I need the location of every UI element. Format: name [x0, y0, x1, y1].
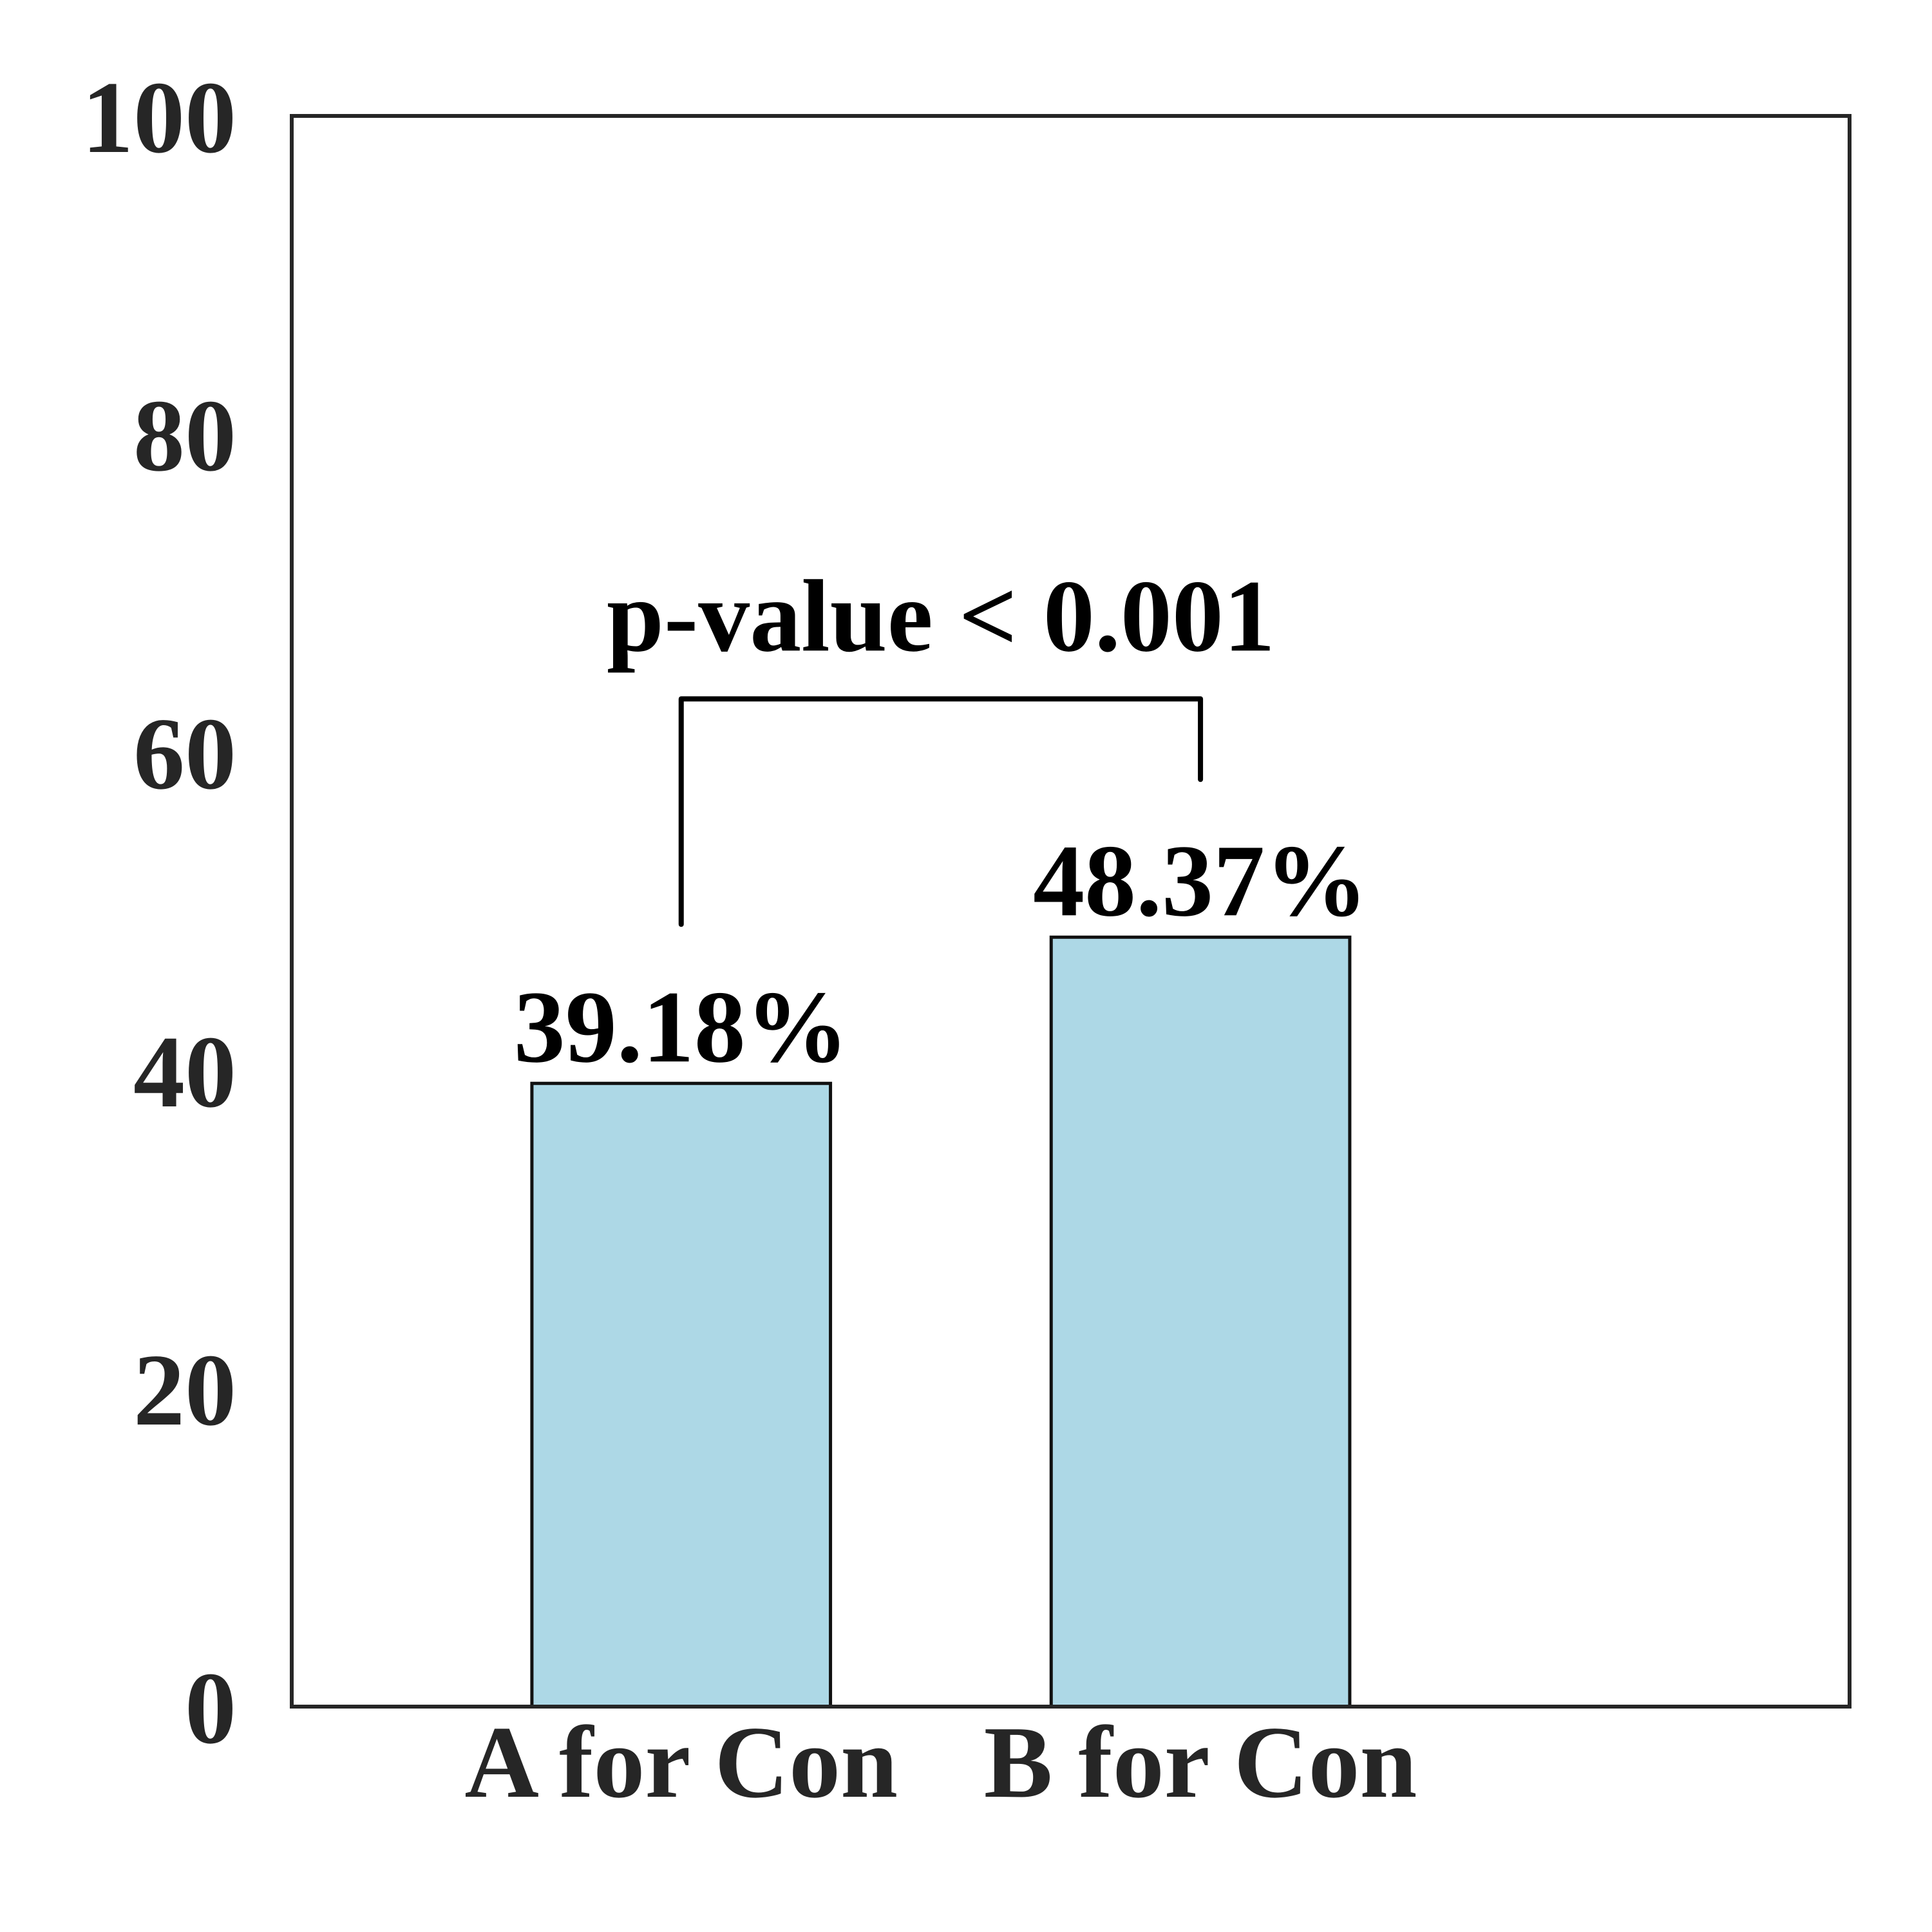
x-tick-label: A for Con — [464, 1705, 898, 1819]
y-tick-label: 0 — [185, 1651, 236, 1765]
annotation: p-value < 0.001 — [607, 558, 1275, 673]
y-tick-label: 20 — [133, 1332, 236, 1447]
value-label: 39.18% — [514, 969, 849, 1084]
significance-bracket — [678, 696, 1204, 927]
y-tick-label: 100 — [82, 60, 236, 175]
x-tick-label: B for Con — [984, 1705, 1417, 1819]
bar — [1049, 935, 1352, 1709]
y-tick-label: 40 — [133, 1014, 236, 1129]
plot-frame — [290, 114, 1852, 1709]
value-label: 48.37% — [1033, 823, 1368, 938]
y-tick-label: 80 — [133, 378, 236, 493]
bar — [530, 1081, 833, 1709]
y-tick-label: 60 — [133, 696, 236, 811]
